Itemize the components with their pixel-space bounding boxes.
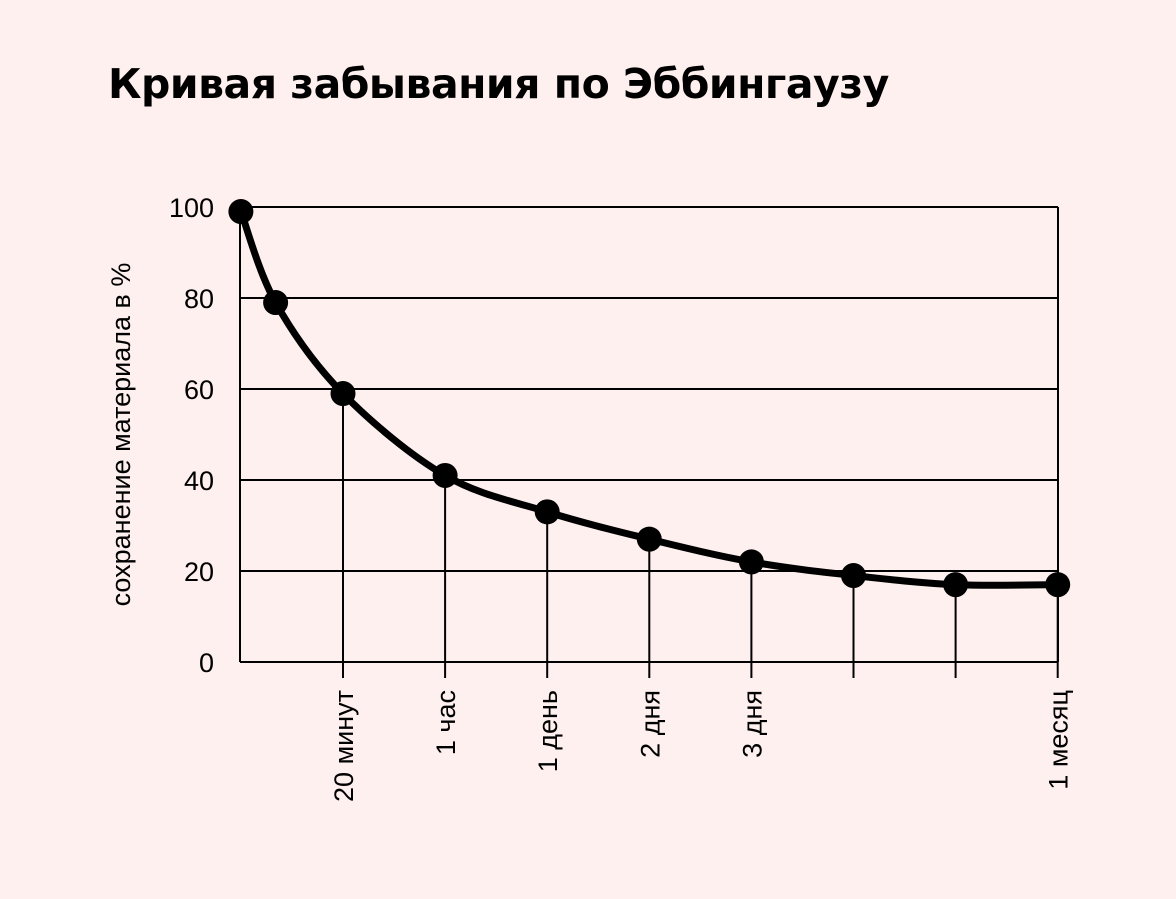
x-tick-label-3: 2 дня [635,690,665,758]
x-tick-label-1: 1 час [431,690,461,755]
y-tick-label-60: 60 [184,375,214,405]
retention-curve [237,208,1062,589]
y-tick-label-100: 100 [169,193,214,223]
x-tick-label-2: 1 день [533,690,563,772]
data-point-2 [330,381,356,407]
y-tick-label-20: 20 [184,557,214,587]
y-axis-label: сохранение материала в % [106,263,136,607]
data-point-1 [263,290,289,316]
data-point-3 [432,462,458,488]
data-point-8 [943,572,969,598]
data-point-4 [534,499,560,525]
x-tick-label-0: 20 минут [329,690,359,802]
chart-title: Кривая забывания по Эббингаузу [108,60,889,108]
data-point-9 [1045,572,1071,598]
data-point-7 [841,563,866,589]
x-tick-label-4: 3 дня [737,690,767,758]
x-tick-label-7: 1 месяц [1044,690,1074,790]
y-tick-label-40: 40 [184,466,214,496]
y-tick-label-0: 0 [199,648,214,678]
y-tick-label-80: 80 [184,284,214,314]
data-point-0 [228,199,254,225]
data-point-6 [738,549,764,575]
data-point-5 [636,526,662,552]
